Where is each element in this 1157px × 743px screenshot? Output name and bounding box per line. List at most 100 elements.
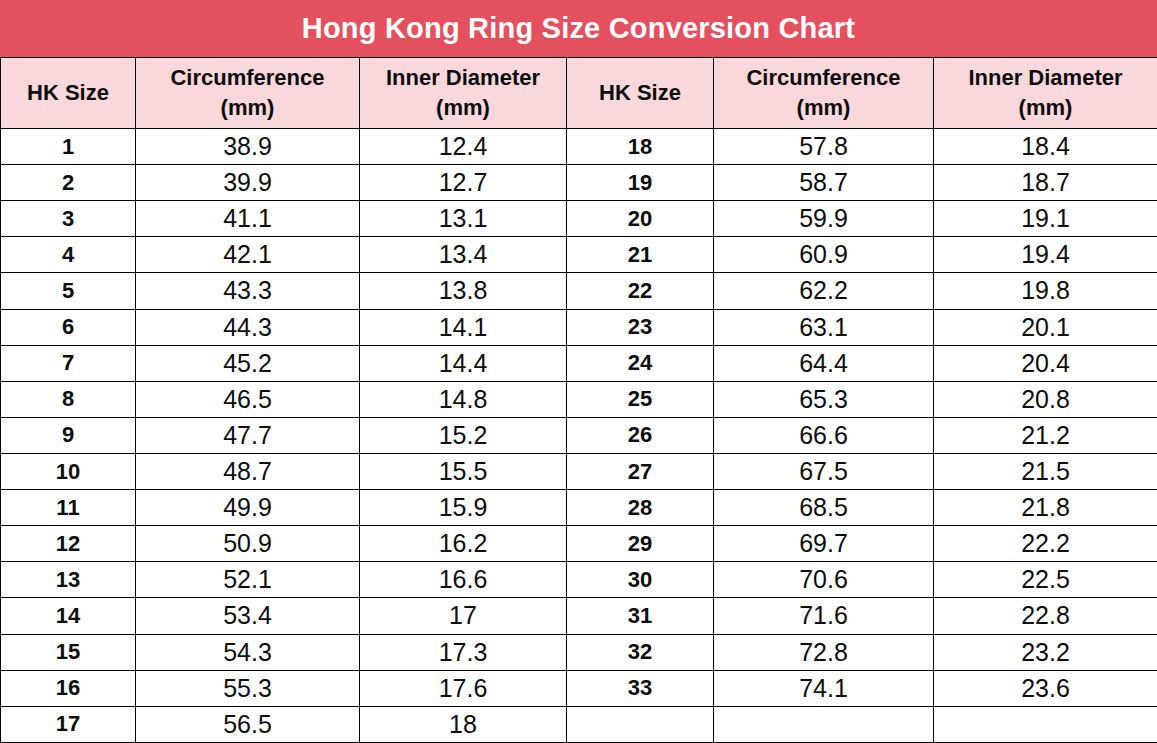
inner-diameter-cell: 21.5: [934, 453, 1157, 489]
hk-size-cell: 6: [1, 309, 136, 345]
circumference-cell: [714, 706, 934, 742]
inner-diameter-cell: 17.3: [360, 634, 567, 670]
header-label: Inner Diameter: [360, 63, 566, 93]
table-row: 7 45.2 14.4 24 64.4 20.4: [1, 345, 1157, 381]
hk-size-cell: 11: [1, 490, 136, 526]
inner-diameter-cell: 21.2: [934, 417, 1157, 453]
hk-size-cell: 22: [567, 273, 714, 309]
hk-size-cell: 2: [1, 165, 136, 201]
circumference-cell: 45.2: [136, 345, 360, 381]
hk-size-cell: 9: [1, 417, 136, 453]
table-row: 15 54.3 17.3 32 72.8 23.2: [1, 634, 1157, 670]
hk-size-cell: 30: [567, 562, 714, 598]
circumference-cell: 57.8: [714, 129, 934, 165]
inner-diameter-cell: 20.4: [934, 345, 1157, 381]
circumference-cell: 62.2: [714, 273, 934, 309]
inner-diameter-cell: 14.1: [360, 309, 567, 345]
header-label: Circumference: [714, 63, 933, 93]
table-row: 12 50.9 16.2 29 69.7 22.2: [1, 526, 1157, 562]
circumference-cell: 64.4: [714, 345, 934, 381]
circumference-cell: 72.8: [714, 634, 934, 670]
hk-size-cell: 10: [1, 453, 136, 489]
hk-size-cell: 1: [1, 129, 136, 165]
inner-diameter-cell: 16.6: [360, 562, 567, 598]
table-row: 13 52.1 16.6 30 70.6 22.5: [1, 562, 1157, 598]
circumference-cell: 39.9: [136, 165, 360, 201]
table-row: 11 49.9 15.9 28 68.5 21.8: [1, 490, 1157, 526]
circumference-cell: 49.9: [136, 490, 360, 526]
circumference-cell: 48.7: [136, 453, 360, 489]
header-unit: (mm): [136, 93, 359, 123]
inner-diameter-cell: 18.4: [934, 129, 1157, 165]
inner-diameter-cell: 16.2: [360, 526, 567, 562]
hk-size-cell: 28: [567, 490, 714, 526]
hk-size-cell: 16: [1, 670, 136, 706]
inner-diameter-cell: 22.5: [934, 562, 1157, 598]
circumference-cell: 46.5: [136, 381, 360, 417]
hk-size-cell: 5: [1, 273, 136, 309]
hk-size-cell: 24: [567, 345, 714, 381]
table-row: 2 39.9 12.7 19 58.7 18.7: [1, 165, 1157, 201]
circumference-cell: 71.6: [714, 598, 934, 634]
hk-size-cell: 17: [1, 706, 136, 742]
inner-diameter-cell: 21.8: [934, 490, 1157, 526]
header-row: HK Size Circumference (mm) Inner Diamete…: [1, 58, 1157, 129]
hk-size-cell: 8: [1, 381, 136, 417]
circumference-cell: 63.1: [714, 309, 934, 345]
hk-size-cell: 20: [567, 201, 714, 237]
circumference-cell: 53.4: [136, 598, 360, 634]
inner-diameter-cell: 15.2: [360, 417, 567, 453]
circumference-cell: 67.5: [714, 453, 934, 489]
inner-diameter-cell: [934, 706, 1157, 742]
header-inner-diameter-left: Inner Diameter (mm): [360, 58, 567, 129]
table-row: 3 41.1 13.1 20 59.9 19.1: [1, 201, 1157, 237]
hk-size-cell: 18: [567, 129, 714, 165]
inner-diameter-cell: 19.4: [934, 237, 1157, 273]
hk-size-cell: 23: [567, 309, 714, 345]
circumference-cell: 50.9: [136, 526, 360, 562]
hk-size-cell: 25: [567, 381, 714, 417]
hk-size-cell: 31: [567, 598, 714, 634]
circumference-cell: 52.1: [136, 562, 360, 598]
inner-diameter-cell: 22.2: [934, 526, 1157, 562]
hk-size-cell: 3: [1, 201, 136, 237]
hk-size-cell: 33: [567, 670, 714, 706]
circumference-cell: 59.9: [714, 201, 934, 237]
circumference-cell: 74.1: [714, 670, 934, 706]
inner-diameter-cell: 15.9: [360, 490, 567, 526]
inner-diameter-cell: 22.8: [934, 598, 1157, 634]
table-body: 1 38.9 12.4 18 57.8 18.4 2 39.9 12.7 19 …: [1, 129, 1157, 743]
table-row: 1 38.9 12.4 18 57.8 18.4: [1, 129, 1157, 165]
header-circumference-right: Circumference (mm): [714, 58, 934, 129]
hk-size-cell: 19: [567, 165, 714, 201]
hk-size-cell: 27: [567, 453, 714, 489]
circumference-cell: 44.3: [136, 309, 360, 345]
circumference-cell: 43.3: [136, 273, 360, 309]
circumference-cell: 55.3: [136, 670, 360, 706]
circumference-cell: 42.1: [136, 237, 360, 273]
inner-diameter-cell: 23.6: [934, 670, 1157, 706]
hk-size-cell: 7: [1, 345, 136, 381]
inner-diameter-cell: 12.7: [360, 165, 567, 201]
hk-size-cell: 13: [1, 562, 136, 598]
circumference-cell: 38.9: [136, 129, 360, 165]
circumference-cell: 41.1: [136, 201, 360, 237]
table-row: 10 48.7 15.5 27 67.5 21.5: [1, 453, 1157, 489]
hk-size-cell: [567, 706, 714, 742]
circumference-cell: 70.6: [714, 562, 934, 598]
header-inner-diameter-right: Inner Diameter (mm): [934, 58, 1157, 129]
inner-diameter-cell: 14.4: [360, 345, 567, 381]
inner-diameter-cell: 19.1: [934, 201, 1157, 237]
inner-diameter-cell: 19.8: [934, 273, 1157, 309]
circumference-cell: 66.6: [714, 417, 934, 453]
hk-size-cell: 29: [567, 526, 714, 562]
circumference-cell: 69.7: [714, 526, 934, 562]
table-row: 9 47.7 15.2 26 66.6 21.2: [1, 417, 1157, 453]
table-row: 14 53.4 17 31 71.6 22.8: [1, 598, 1157, 634]
circumference-cell: 60.9: [714, 237, 934, 273]
header-hk-size-right: HK Size: [567, 58, 714, 129]
circumference-cell: 47.7: [136, 417, 360, 453]
title-bar: Hong Kong Ring Size Conversion Chart: [0, 0, 1157, 57]
inner-diameter-cell: 14.8: [360, 381, 567, 417]
inner-diameter-cell: 20.1: [934, 309, 1157, 345]
